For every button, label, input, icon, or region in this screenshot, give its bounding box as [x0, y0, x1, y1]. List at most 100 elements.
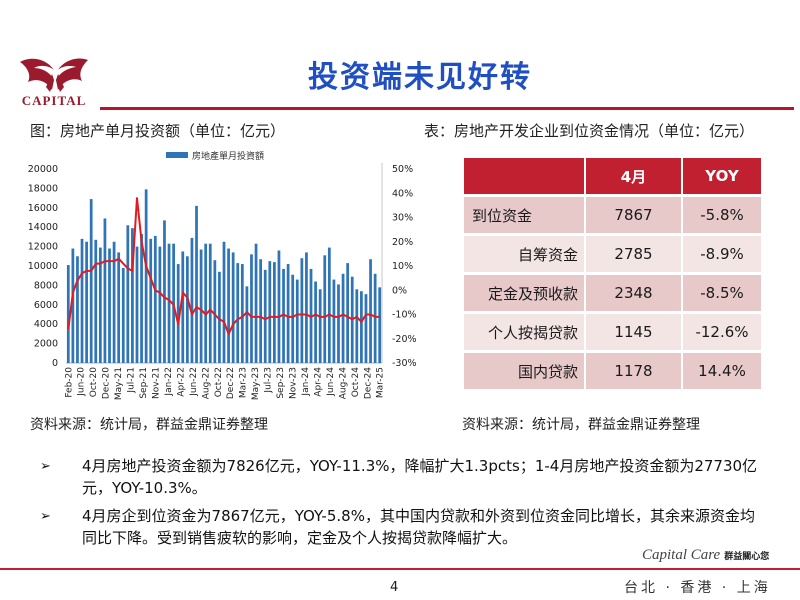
bar [222, 241, 226, 363]
logo-text: CAPITAL [21, 93, 87, 108]
y-left-tick-label: 20000 [28, 164, 58, 175]
x-tick-label: Mar-23 [239, 367, 249, 398]
x-tick-label: Jul-23 [264, 367, 274, 394]
y-right-tick-label: 30% [392, 213, 413, 224]
y-left-tick-label: 4000 [34, 319, 58, 330]
x-tick-label: Nov-21 [151, 367, 161, 399]
bar [108, 248, 111, 363]
bar [185, 256, 189, 363]
bar [112, 241, 116, 363]
bar [277, 250, 281, 363]
bar [144, 189, 148, 363]
x-tick-label: Aug-24 [338, 367, 348, 400]
row-yoy: -12.6% [681, 314, 761, 350]
bar [89, 199, 93, 363]
bar [103, 218, 107, 363]
bar [85, 241, 88, 363]
y-left-tick-label: 8000 [34, 280, 58, 291]
bar [332, 279, 336, 363]
bar [227, 248, 230, 363]
bar [213, 260, 217, 363]
bar [259, 259, 263, 363]
page-title: 投资端未见好转 [308, 60, 532, 95]
bar [250, 254, 253, 363]
bar [355, 289, 359, 363]
x-tick-label: Sep-21 [139, 367, 149, 399]
bar [337, 284, 340, 363]
funding-table: 4月 YOY 到位资金 7867 -5.8% 自筹资金 2785 -8.9% 定… [464, 155, 761, 392]
bar [245, 286, 249, 363]
y-right-tick-label: 50% [392, 164, 413, 175]
y-right-tick-label: -10% [392, 310, 417, 321]
investment-chart: 房地產單月投資額 0 2000 4000 6000 8000 10000 12000 14000… [28, 150, 417, 400]
bar [195, 205, 198, 363]
row-yoy: -8.9% [681, 236, 761, 272]
y-right-tick-label: -30% [392, 358, 417, 369]
chart-source: 资料来源：统计局，群益金鼎证券整理 [30, 417, 268, 433]
bar [373, 273, 377, 363]
bar [167, 243, 171, 363]
bar [218, 271, 221, 363]
x-tick-label: Jun-20 [77, 367, 87, 397]
brand-signature: Capital Care 群益關心您 [642, 547, 769, 564]
y-left-tick-label: 2000 [34, 339, 58, 350]
bullet-item: ➢ 4月房地产投资金额为7826亿元，YOY-11.3%，降幅扩大1.3pcts… [40, 455, 760, 499]
bar [172, 243, 175, 363]
row-label: 定金及预收款 [464, 275, 584, 311]
y-right-tick-label: 40% [392, 188, 413, 199]
bullet-item: ➢ 4月房企到位资金为7867亿元，YOY-5.8%，其中国内贷款和外资到位资金… [40, 505, 760, 549]
table-row: 到位资金 7867 -5.8% [464, 197, 761, 233]
row-value: 2348 [584, 275, 681, 311]
title-divider [100, 107, 794, 110]
x-tick-label: Dec-20 [102, 367, 112, 399]
x-tick-label: Jun-22 [189, 367, 199, 397]
bar [71, 248, 75, 363]
bullet-text: 4月房企到位资金为7867亿元，YOY-5.8%，其中国内贷款和外资到位资金同比… [82, 507, 755, 547]
row-value: 1145 [584, 314, 681, 350]
table-header-blank [464, 158, 584, 194]
bar [323, 255, 327, 363]
bar [153, 235, 157, 363]
row-label: 自筹资金 [464, 236, 584, 272]
bar [149, 238, 153, 363]
bar [327, 247, 331, 363]
row-value: 1178 [584, 353, 681, 389]
bar [117, 252, 121, 363]
y-left-tick-label: 0 [52, 358, 58, 369]
bar [126, 225, 130, 363]
table-row: 国内贷款 1178 14.4% [464, 353, 761, 389]
x-tick-label: May-23 [251, 367, 261, 400]
row-label: 到位资金 [464, 197, 584, 233]
y-right-tick-label: -20% [392, 334, 417, 345]
bar [208, 243, 212, 363]
row-value: 2785 [584, 236, 681, 272]
bullet-list: ➢ 4月房地产投资金额为7826亿元，YOY-11.3%，降幅扩大1.3pcts… [40, 455, 760, 555]
row-yoy: 14.4% [681, 353, 761, 389]
x-tick-label: Aug-22 [201, 367, 211, 399]
table-header-month: 4月 [584, 158, 681, 194]
x-tick-label: Dec-24 [363, 367, 373, 399]
bar [305, 252, 308, 363]
x-tick-label: Oct-22 [214, 367, 224, 397]
bar [176, 264, 180, 363]
y-left-tick-label: 18000 [28, 183, 58, 194]
bar [135, 246, 139, 363]
x-tick-label: Oct-20 [89, 367, 99, 398]
bullet-arrow-icon: ➢ [40, 459, 51, 474]
table-header-row: 4月 YOY [464, 158, 761, 194]
bar [268, 261, 272, 363]
yoy-line [67, 197, 380, 335]
bar [341, 273, 345, 363]
y-left-tick-label: 12000 [28, 242, 58, 253]
x-tick-label: Jan-24 [301, 367, 311, 397]
bar [66, 265, 70, 363]
table-caption: 表：房地产开发企业到位资金情况（单位：亿元） [424, 122, 755, 140]
y-left-tick-label: 14000 [28, 222, 58, 233]
x-tick-label: Dec-22 [226, 367, 236, 399]
bar [94, 239, 98, 363]
legend-label: 房地產單月投資額 [192, 150, 264, 162]
bar [131, 228, 134, 363]
x-tick-label: May-21 [114, 367, 124, 400]
brand-signature-text: Capital Care [642, 547, 721, 563]
bar [295, 279, 299, 363]
